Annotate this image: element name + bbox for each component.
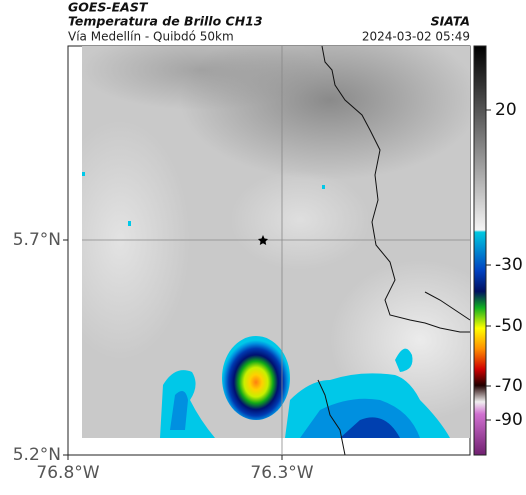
axis-labels: 76.8°W 76.3°W 5.7°N 5.2°N <box>13 230 314 483</box>
product: Temperatura de Brillo CH13 <box>68 14 263 29</box>
colorbar <box>473 45 487 456</box>
datetime: 2024-03-02 05:49 <box>362 30 470 44</box>
colorbar-ticks: 20 -30 -50 -70 -90 <box>486 100 523 430</box>
borders <box>317 45 471 456</box>
x-tick-label: 76.8°W <box>36 463 99 483</box>
source: SIATA <box>431 14 470 29</box>
title: GOES-EAST <box>68 0 149 15</box>
colorbar-tick-label: -50 <box>495 316 523 336</box>
location-star <box>258 235 268 245</box>
location: Vía Medellín - Quibdó 50km <box>68 30 234 44</box>
imagery <box>82 46 470 438</box>
y-tick-label: 5.7°N <box>13 230 61 250</box>
colorbar-tick-label: -70 <box>495 376 523 396</box>
colorbar-scale <box>473 45 487 456</box>
y-tick-label: 5.2°N <box>13 445 61 465</box>
colorbar-tick-label: 20 <box>495 100 517 120</box>
x-tick-label: 76.3°W <box>250 463 313 483</box>
colorbar-tick-label: -30 <box>495 255 523 275</box>
header: GOES-EAST Temperatura de Brillo CH13 SIA… <box>68 0 470 44</box>
colorbar-tick-label: -90 <box>495 410 523 430</box>
map <box>67 45 471 456</box>
